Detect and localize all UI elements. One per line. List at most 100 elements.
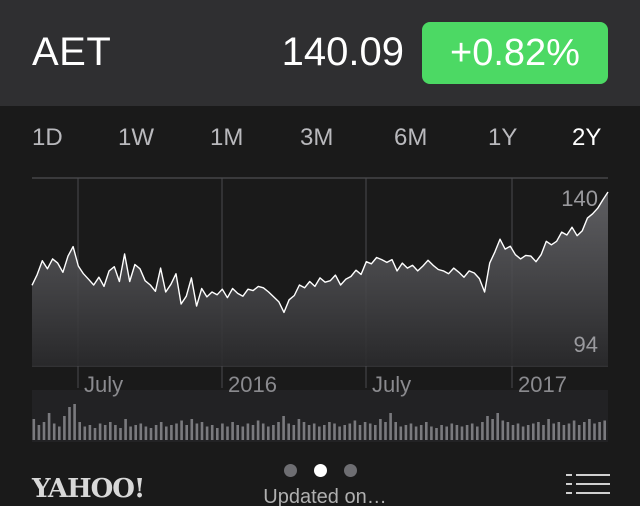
- volume-bar: [348, 423, 352, 440]
- x-tick-label: July: [372, 372, 411, 397]
- volume-bar: [37, 425, 41, 440]
- volume-bar: [302, 422, 306, 440]
- range-tab-3m[interactable]: 3M: [300, 124, 334, 151]
- volume-bar: [73, 404, 76, 440]
- volume-bar: [68, 407, 71, 440]
- volume-bar: [577, 425, 581, 440]
- volume-bar: [501, 420, 505, 440]
- volume-bar: [52, 423, 56, 440]
- volume-bar: [399, 426, 403, 440]
- volume-bar: [307, 425, 311, 440]
- volume-bar: [358, 425, 362, 440]
- list-icon[interactable]: [566, 474, 610, 496]
- volume-bar: [379, 419, 382, 440]
- volume-bar: [109, 422, 112, 440]
- volume-bar: [460, 426, 464, 440]
- y-tick-label: 140: [561, 186, 598, 211]
- volume-bar: [343, 425, 346, 440]
- volume-bar: [419, 425, 423, 440]
- volume-bar: [328, 422, 331, 440]
- volume-bar: [190, 419, 194, 440]
- volume-bar: [583, 422, 586, 440]
- volume-bar: [216, 428, 219, 440]
- page-dot[interactable]: [284, 464, 297, 477]
- change-badge[interactable]: +0.82%: [422, 22, 608, 84]
- volume-bar: [588, 419, 591, 440]
- volume-bar: [562, 425, 566, 440]
- volume-bar: [78, 422, 81, 440]
- volume-bar: [272, 425, 275, 440]
- volume-bar: [180, 420, 183, 440]
- range-tab-6m[interactable]: 6M: [394, 124, 428, 151]
- volume-bar: [542, 425, 545, 440]
- volume-bar: [185, 425, 188, 440]
- range-tab-2y[interactable]: 2Y: [572, 124, 602, 151]
- stock-symbol: AET: [32, 30, 112, 74]
- volume-bar: [404, 425, 408, 440]
- volume-bar: [521, 426, 525, 440]
- volume-bar: [476, 426, 479, 440]
- volume-bar: [435, 428, 438, 440]
- volume-bar: [363, 422, 367, 440]
- range-tab-1d[interactable]: 1D: [32, 124, 63, 151]
- volume-bar: [119, 428, 122, 440]
- volume-bar: [256, 420, 260, 440]
- page-dot[interactable]: [344, 464, 357, 477]
- page-dot[interactable]: [314, 464, 327, 477]
- volume-bar: [353, 420, 357, 440]
- volume-bar: [532, 423, 535, 440]
- range-selector: 1D 1W 1M 3M 6M 1Y 2Y: [0, 124, 640, 160]
- volume-bar: [374, 425, 377, 440]
- x-tick-label: July: [84, 372, 123, 397]
- volume-bar: [267, 426, 270, 440]
- range-tab-1w[interactable]: 1W: [118, 124, 154, 151]
- range-tab-1m[interactable]: 1M: [210, 124, 244, 151]
- volume-bar: [210, 425, 214, 440]
- volume-bar: [292, 425, 296, 440]
- price-chart[interactable]: 140 94 July 2016 July 2017: [0, 170, 640, 450]
- volume-bar: [312, 423, 316, 440]
- volume-bar: [506, 422, 510, 440]
- y-tick-label: 94: [574, 332, 598, 357]
- volume-bar: [47, 413, 51, 440]
- volume-bar: [221, 423, 224, 440]
- volume-bar: [368, 423, 372, 440]
- volume-bar: [231, 422, 234, 440]
- volume-bar: [236, 425, 239, 440]
- volume-bar: [83, 426, 87, 440]
- x-tick-label: 2017: [518, 372, 567, 397]
- volume-bar: [251, 425, 255, 440]
- volume-bar: [603, 420, 606, 440]
- volume-bar: [246, 423, 250, 440]
- volume-bar: [338, 426, 341, 440]
- volume-bar: [486, 416, 489, 440]
- volume-bar: [195, 423, 199, 440]
- volume-bar: [175, 423, 178, 440]
- volume-bar: [455, 425, 459, 440]
- volume-bar: [526, 425, 530, 440]
- yahoo-logo[interactable]: YAHOO!: [32, 474, 145, 504]
- volume-bar: [537, 422, 540, 440]
- volume-bar: [430, 426, 433, 440]
- volume-bar: [572, 420, 576, 440]
- volume-bar: [567, 423, 571, 440]
- volume-bar: [88, 425, 92, 440]
- volume-bar: [465, 425, 469, 440]
- volume-bar: [470, 423, 474, 440]
- volume-bar: [389, 413, 392, 440]
- volume-bar: [124, 419, 127, 440]
- volume-bar: [63, 416, 66, 440]
- price-line: [31, 191, 609, 314]
- x-tick-label: 2016: [228, 372, 277, 397]
- volume-bar: [154, 425, 158, 440]
- volume-bar: [241, 426, 245, 440]
- range-tab-1y[interactable]: 1Y: [488, 124, 518, 151]
- volume-bar: [394, 422, 397, 440]
- volume-bar: [165, 426, 168, 440]
- volume-bar: [414, 426, 418, 440]
- volume-bar: [277, 422, 280, 440]
- volume-bar: [226, 426, 229, 440]
- volume-bar: [205, 426, 209, 440]
- volume-bar: [58, 426, 61, 440]
- page-indicator[interactable]: [280, 464, 360, 480]
